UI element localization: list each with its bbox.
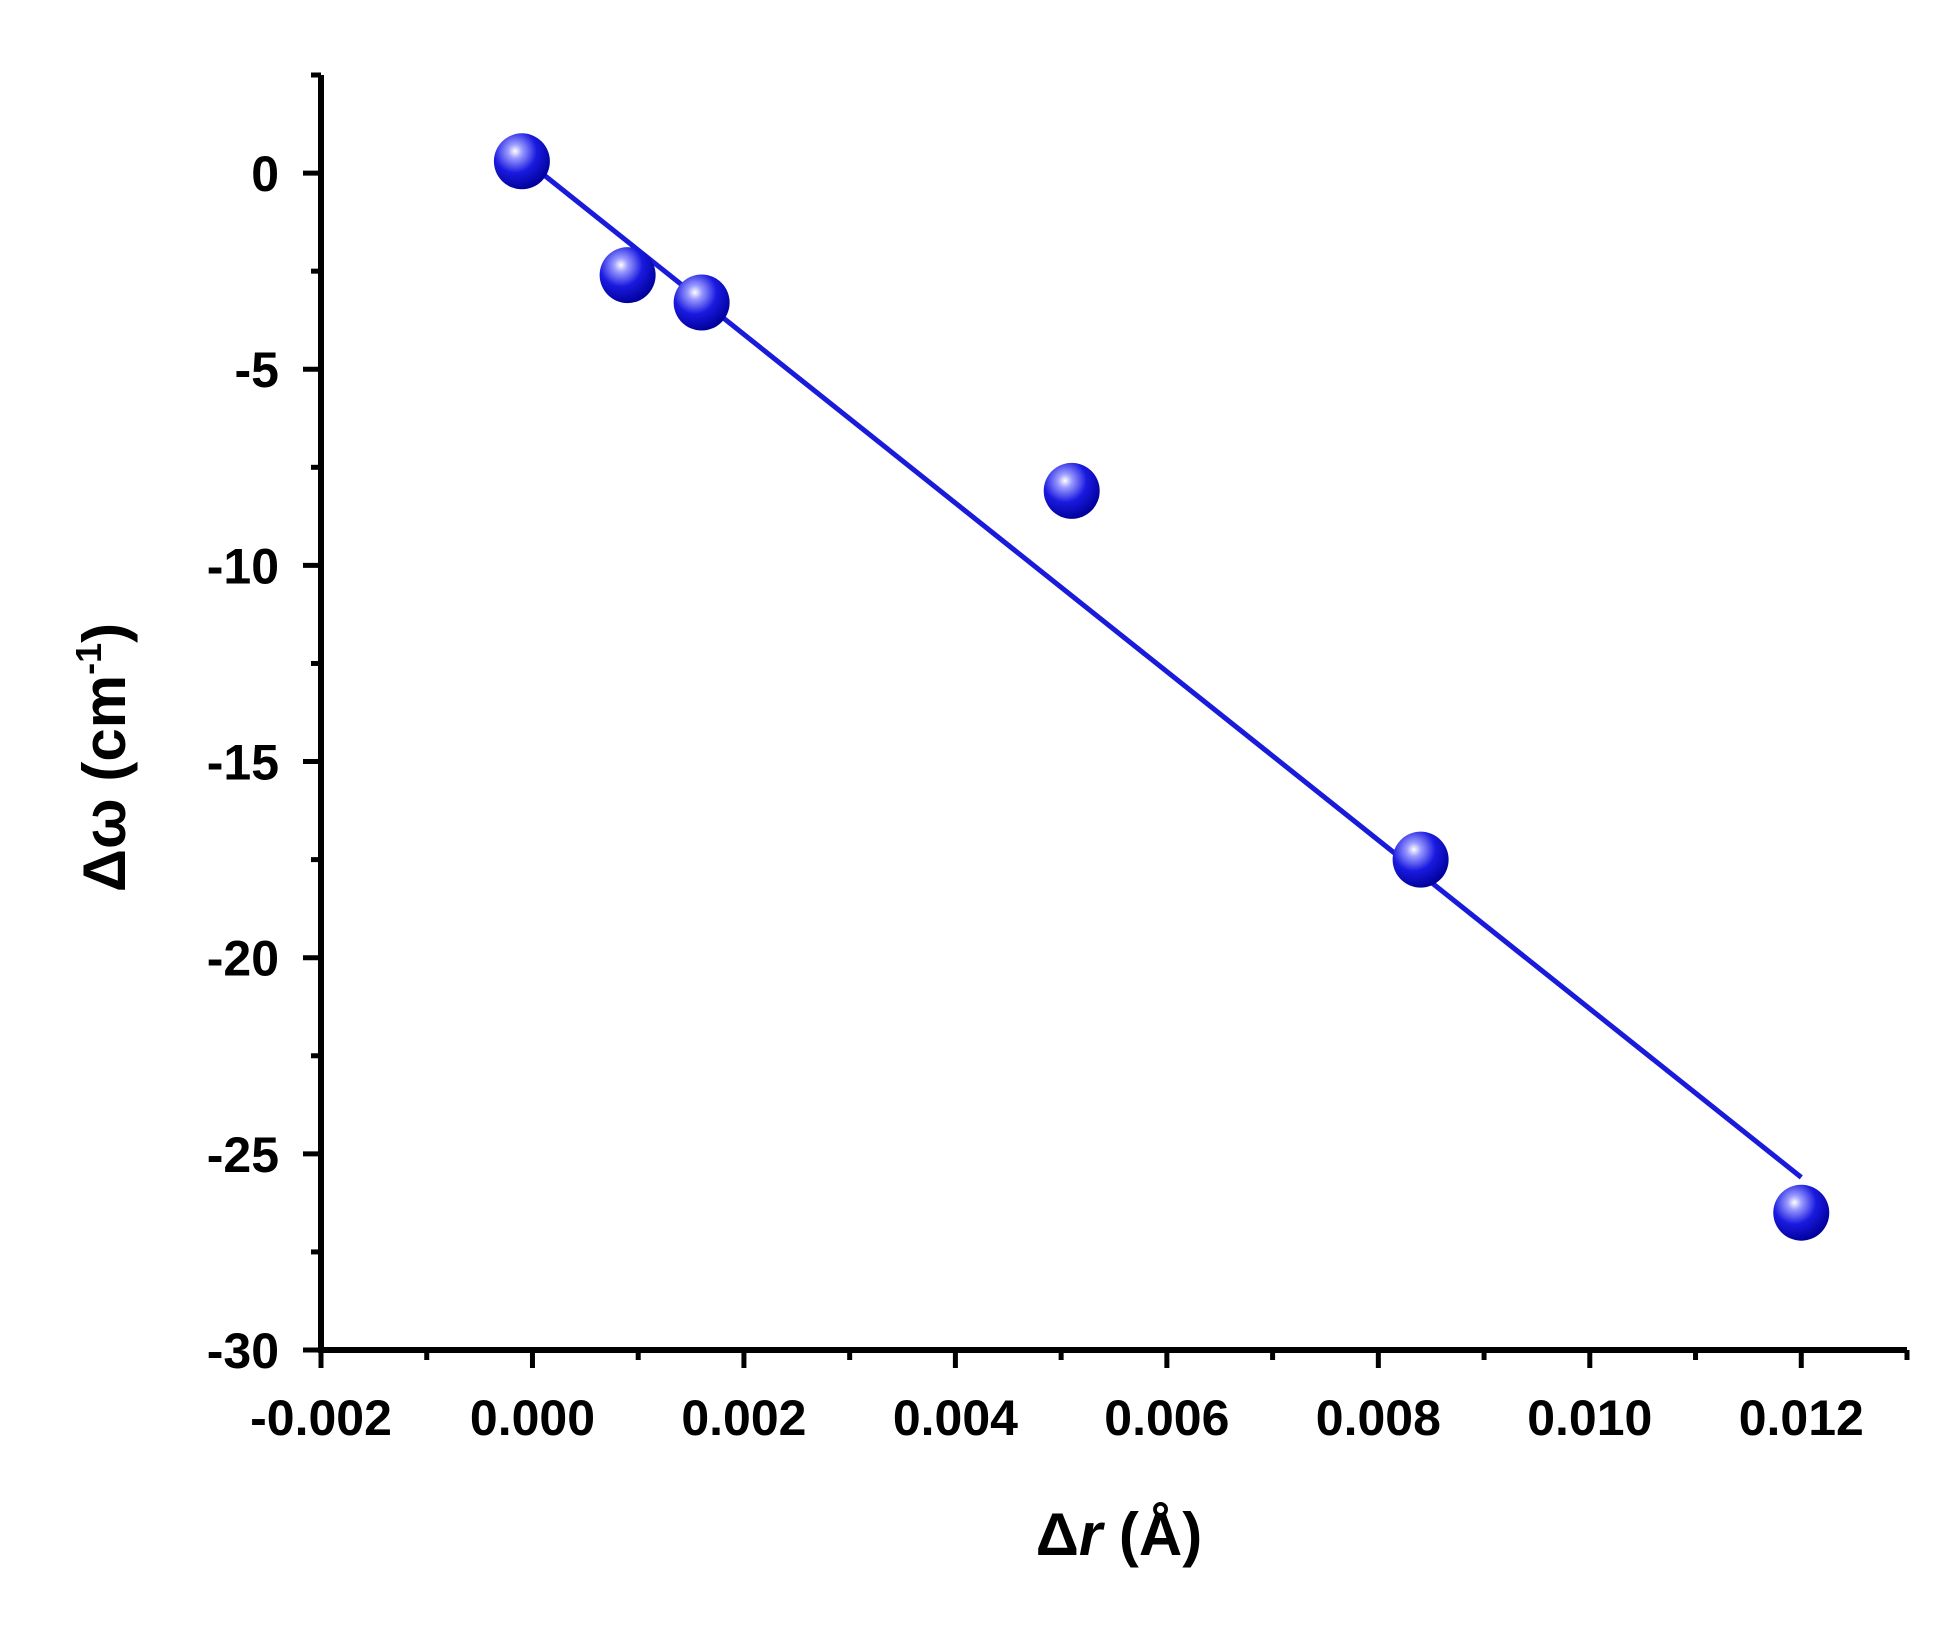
x-tick-label: 0.008 [1316,1390,1441,1446]
y-tick-label: -10 [207,538,279,594]
y-axis-title-sup: -1 [68,643,109,675]
data-point [1043,462,1100,519]
data-point [599,247,656,304]
fit-line [520,155,1803,1180]
x-axis-title-unit: (Å) [1102,1501,1202,1568]
y-axis-title: Δω (cm-1) [68,623,138,892]
tick-labels: -0.002 0.000 0.002 0.004 0.006 0.008 0.010 0.01… [207,146,1864,1446]
data-point-marker [673,274,730,331]
x-tick-label: 0.006 [1104,1390,1229,1446]
axis-titles: Δr (Å) Δω (cm-1) [68,623,1202,1568]
data-point [673,274,730,331]
x-tick-label: 0.002 [681,1390,806,1446]
data-point-marker [1392,831,1449,888]
fit-line-group [520,155,1803,1180]
x-tick-label: 0.000 [470,1390,595,1446]
y-axis-title-close: ) [71,623,138,643]
data-point [1773,1184,1830,1241]
y-tick-label: 0 [251,146,279,202]
x-tick-label: -0.002 [250,1390,392,1446]
x-axis-title-var: r [1079,1501,1106,1568]
data-point-marker [1773,1184,1830,1241]
y-tick-label: -30 [207,1323,279,1379]
axes [318,75,1907,1353]
x-tick-label: 0.010 [1527,1390,1652,1446]
data-point [493,133,550,190]
axis-ticks [303,72,1910,1368]
x-tick-label: 0.012 [1739,1390,1864,1446]
data-point-marker [599,247,656,304]
data-points [493,133,1830,1241]
y-tick-label: -15 [207,735,279,791]
y-tick-label: -25 [207,1127,279,1183]
data-point-marker [1043,462,1100,519]
y-axis-title-main: Δω (cm [71,675,138,892]
data-point [1392,831,1449,888]
x-axis-title: Δr (Å) [1036,1501,1202,1568]
x-axis-title-delta: Δ [1036,1501,1079,1568]
y-tick-label: -5 [235,342,279,398]
y-tick-label: -20 [207,931,279,987]
x-tick-label: 0.004 [893,1390,1018,1446]
data-point-marker [493,133,550,190]
